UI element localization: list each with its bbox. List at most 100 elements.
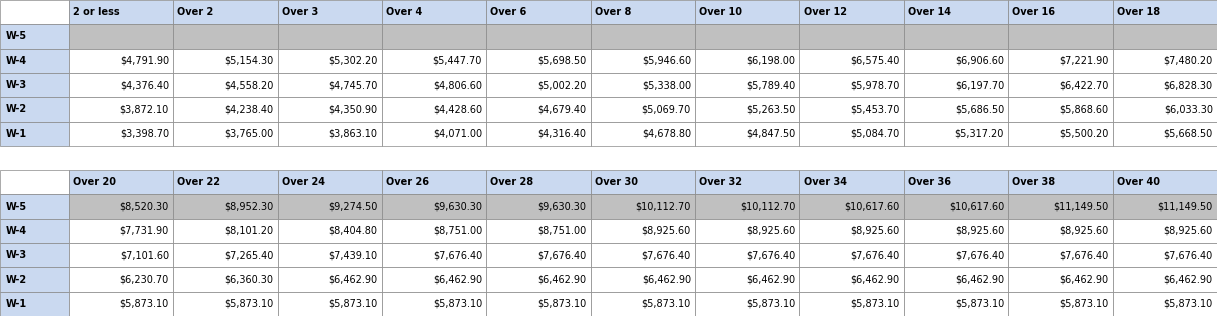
Text: $4,238.40: $4,238.40	[224, 104, 274, 114]
Text: $5,873.10: $5,873.10	[641, 299, 691, 309]
Text: $5,873.10: $5,873.10	[329, 299, 377, 309]
Text: $7,101.60: $7,101.60	[119, 250, 169, 260]
Bar	[590, 170, 695, 194]
Text: $3,872.10: $3,872.10	[119, 104, 169, 114]
Text: $8,925.60: $8,925.60	[851, 226, 899, 236]
Text: $6,462.90: $6,462.90	[851, 275, 899, 284]
Bar	[695, 243, 800, 267]
Text: W-1: W-1	[6, 299, 27, 309]
Bar	[1112, 170, 1217, 194]
Bar	[68, 24, 173, 49]
Bar	[1008, 194, 1112, 219]
Bar	[695, 170, 800, 194]
Bar	[800, 24, 904, 49]
Bar	[487, 194, 590, 219]
Text: $10,617.60: $10,617.60	[949, 202, 1004, 212]
Text: W-5: W-5	[6, 202, 27, 212]
Text: $5,873.10: $5,873.10	[224, 299, 274, 309]
Bar	[904, 0, 1008, 24]
Bar	[800, 49, 904, 73]
Bar	[590, 0, 695, 24]
Text: Over 4: Over 4	[386, 7, 422, 17]
Bar	[904, 122, 1008, 146]
Text: $6,462.90: $6,462.90	[641, 275, 691, 284]
Bar	[0, 194, 68, 219]
Bar	[382, 73, 487, 97]
Bar	[800, 243, 904, 267]
Bar	[590, 267, 695, 292]
Text: $4,791.90: $4,791.90	[119, 56, 169, 66]
Bar	[173, 0, 277, 24]
Text: $8,101.20: $8,101.20	[224, 226, 274, 236]
Bar	[590, 194, 695, 219]
Bar	[173, 243, 277, 267]
Bar	[68, 243, 173, 267]
Bar	[487, 146, 590, 170]
Text: $6,360.30: $6,360.30	[224, 275, 274, 284]
Bar	[382, 194, 487, 219]
Bar	[277, 267, 382, 292]
Bar	[277, 122, 382, 146]
Bar	[590, 49, 695, 73]
Bar	[68, 73, 173, 97]
Bar	[487, 24, 590, 49]
Text: W-5: W-5	[6, 32, 27, 41]
Bar	[0, 146, 68, 170]
Bar	[590, 292, 695, 316]
Bar	[800, 97, 904, 122]
Text: $5,338.00: $5,338.00	[641, 80, 691, 90]
Bar	[382, 97, 487, 122]
Bar	[1008, 146, 1112, 170]
Text: $3,863.10: $3,863.10	[329, 129, 377, 139]
Text: Over 8: Over 8	[595, 7, 632, 17]
Text: $5,873.10: $5,873.10	[537, 299, 587, 309]
Text: W-2: W-2	[6, 275, 27, 284]
Text: $5,873.10: $5,873.10	[746, 299, 795, 309]
Bar	[1008, 73, 1112, 97]
Text: Over 6: Over 6	[490, 7, 527, 17]
Bar	[68, 219, 173, 243]
Bar	[0, 267, 68, 292]
Bar	[68, 97, 173, 122]
Bar	[590, 146, 695, 170]
Bar	[173, 170, 277, 194]
Bar	[1008, 219, 1112, 243]
Bar	[695, 24, 800, 49]
Text: $7,265.40: $7,265.40	[224, 250, 274, 260]
Bar	[1112, 0, 1217, 24]
Text: W-4: W-4	[6, 226, 27, 236]
Bar	[1112, 73, 1217, 97]
Bar	[904, 219, 1008, 243]
Text: Over 10: Over 10	[700, 7, 742, 17]
Bar	[173, 97, 277, 122]
Bar	[904, 97, 1008, 122]
Text: $3,765.00: $3,765.00	[224, 129, 274, 139]
Text: Over 14: Over 14	[908, 7, 950, 17]
Bar	[1008, 0, 1112, 24]
Bar	[382, 170, 487, 194]
Bar	[800, 122, 904, 146]
Text: $4,679.40: $4,679.40	[538, 104, 587, 114]
Text: $8,925.60: $8,925.60	[746, 226, 795, 236]
Text: $4,558.20: $4,558.20	[224, 80, 274, 90]
Text: $4,847.50: $4,847.50	[746, 129, 795, 139]
Bar	[904, 73, 1008, 97]
Bar	[590, 73, 695, 97]
Bar	[0, 243, 68, 267]
Bar	[1112, 267, 1217, 292]
Bar	[695, 292, 800, 316]
Text: $5,002.20: $5,002.20	[537, 80, 587, 90]
Bar	[800, 194, 904, 219]
Bar	[1008, 24, 1112, 49]
Bar	[1008, 267, 1112, 292]
Text: $6,462.90: $6,462.90	[955, 275, 1004, 284]
Bar	[800, 219, 904, 243]
Text: $8,520.30: $8,520.30	[119, 202, 169, 212]
Text: $5,873.10: $5,873.10	[1163, 299, 1213, 309]
Bar	[800, 0, 904, 24]
Bar	[382, 49, 487, 73]
Text: $6,197.70: $6,197.70	[955, 80, 1004, 90]
Bar	[173, 122, 277, 146]
Bar	[68, 0, 173, 24]
Bar	[904, 194, 1008, 219]
